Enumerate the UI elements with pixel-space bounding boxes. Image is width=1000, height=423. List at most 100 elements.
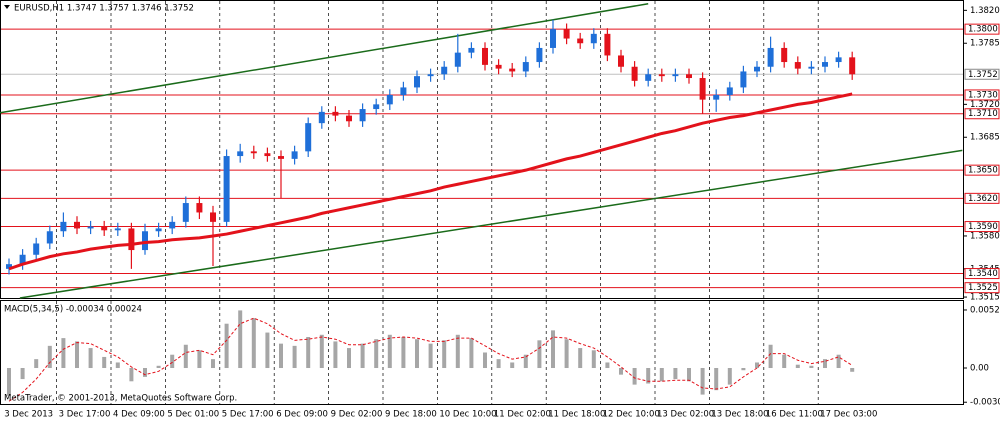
macd-bar <box>279 343 283 369</box>
y-tick-label: 1.3685 <box>970 133 1000 143</box>
macd-bar <box>673 368 678 380</box>
macd-bar <box>224 323 229 369</box>
level-box <box>964 23 1000 35</box>
macd-bar <box>88 348 93 369</box>
level-label: 1.3800 <box>968 25 998 35</box>
candle-body <box>536 47 543 63</box>
main-pane-border <box>0 0 964 299</box>
macd-pane-border <box>0 300 964 405</box>
candle-body <box>142 231 148 251</box>
macd-bar <box>170 354 175 369</box>
moving-average <box>8 92 853 271</box>
candle-body <box>87 226 94 229</box>
x-tick-label: 11 Dec 02:00 <box>494 410 551 420</box>
macd-bar <box>428 343 433 369</box>
candle-body <box>781 47 788 63</box>
candle-body <box>427 74 434 77</box>
x-tick-label: 5 Dec 17:00 <box>222 410 274 420</box>
macd-bar <box>619 368 623 375</box>
candle-body <box>618 55 624 67</box>
level-label: 1.3620 <box>968 194 998 204</box>
macd-bar <box>183 344 188 369</box>
macd-bar <box>483 352 487 369</box>
candle-body <box>182 203 189 222</box>
level-box <box>964 268 1000 280</box>
candle-body <box>291 151 298 159</box>
macd-bar <box>564 339 569 369</box>
macd-bar <box>755 362 759 369</box>
candle-body <box>577 38 584 44</box>
candle-body <box>550 29 556 48</box>
y-tick-label: 1.3720 <box>970 100 1000 110</box>
y-tick-label: 1.3580 <box>970 231 1000 241</box>
macd-bar <box>659 368 664 382</box>
x-tick-label: 13 Dec 18:00 <box>711 410 768 420</box>
x-tick-label: 13 Dec 02:00 <box>657 410 714 420</box>
trendline <box>0 3 649 114</box>
macd-bar <box>47 345 52 369</box>
x-tick-label: 9 Dec 02:00 <box>331 410 383 420</box>
candle-body <box>835 57 842 63</box>
candle-body <box>726 87 733 95</box>
macd-bar <box>551 330 555 369</box>
x-tick-label: 11 Dec 18:00 <box>548 410 605 420</box>
level-label: 1.3590 <box>968 222 998 232</box>
x-tick-label: 3 Dec 2013 <box>4 410 53 420</box>
macd-bar <box>714 368 719 391</box>
macd-bar <box>115 362 120 369</box>
macd-signal <box>8 317 853 402</box>
candle-body <box>590 33 597 44</box>
candle-body <box>386 94 393 105</box>
macd-bar <box>578 348 583 369</box>
macd-bar <box>591 350 596 369</box>
macd-bar <box>211 359 215 369</box>
candle-body <box>278 156 284 159</box>
x-tick-label: 3 Dec 17:00 <box>59 410 111 420</box>
macd-bar <box>265 332 270 369</box>
macd-bar <box>251 318 256 369</box>
macd-bar <box>646 368 651 384</box>
macd-bar <box>7 368 11 396</box>
candle-body <box>305 123 312 152</box>
copyright: MetaTrader, © 2001-2013, MetaQuotes Soft… <box>4 394 237 404</box>
candle-body <box>713 94 720 100</box>
level-box <box>964 89 1000 101</box>
macd-y-tick-label: -0.00309 <box>970 398 1000 408</box>
macd-bar <box>102 356 107 369</box>
level-label: 1.3525 <box>968 283 998 293</box>
candle-body <box>482 47 488 65</box>
macd-bar <box>143 368 147 377</box>
candle-body <box>740 71 747 88</box>
macd-bar <box>809 365 814 369</box>
candle-body <box>631 66 638 81</box>
candle-body <box>210 212 216 222</box>
candle-body <box>101 226 108 231</box>
level-label: 1.3650 <box>968 166 998 176</box>
macd-bar <box>768 344 773 369</box>
candle-body <box>128 228 135 251</box>
macd-bar <box>333 341 338 369</box>
macd-bar <box>469 338 474 369</box>
candle-body <box>454 52 461 67</box>
macd-bar <box>20 368 25 380</box>
candle-body <box>332 111 339 116</box>
candle-body <box>468 47 475 53</box>
trendline <box>19 149 963 299</box>
candle-body <box>441 66 448 75</box>
candle-body <box>658 74 665 77</box>
candle-body <box>46 231 53 244</box>
macd-y-tick-label: 0.00524 <box>970 305 1000 315</box>
macd-bar <box>156 365 161 369</box>
macd-bar <box>75 341 79 369</box>
candle-body <box>686 74 692 79</box>
macd-bar <box>387 334 392 369</box>
macd-bar <box>360 343 365 369</box>
level-label: 1.3730 <box>968 90 998 100</box>
candle-body <box>400 87 407 95</box>
y-tick-label: 1.3515 <box>970 293 1000 303</box>
y-tick-label: 1.3785 <box>970 39 1000 49</box>
candle-body <box>563 29 570 39</box>
